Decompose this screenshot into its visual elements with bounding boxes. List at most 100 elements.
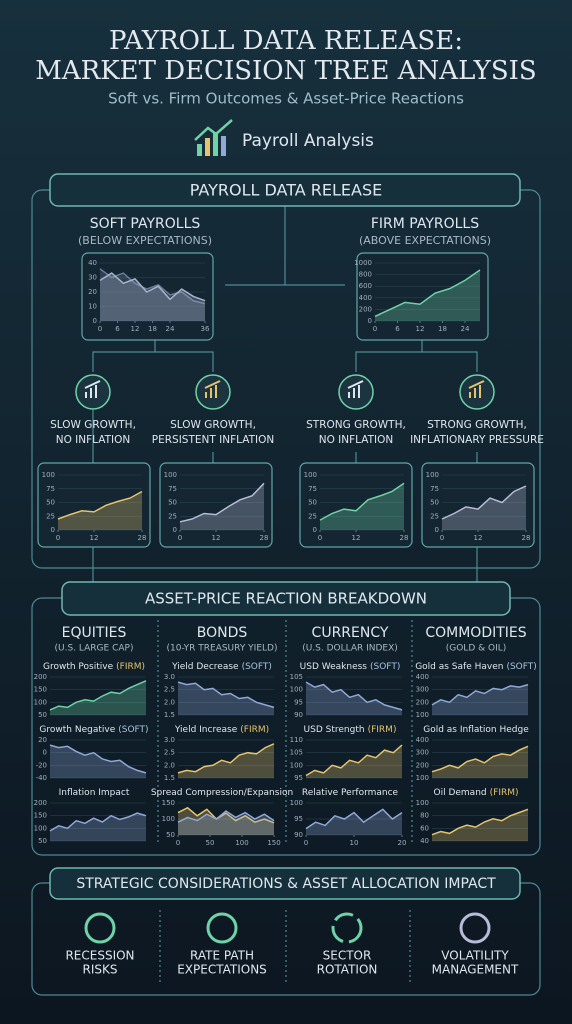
x-tick-label: 6: [115, 325, 120, 333]
y-tick-label: 200: [416, 698, 429, 706]
x-tick-label: 0: [304, 839, 308, 847]
panel-tag: (FIRM): [490, 788, 519, 798]
column-subtitle: (U.S. DOLLAR INDEX): [302, 644, 398, 654]
x-tick-label: 50: [206, 839, 215, 847]
column-subtitle: (GOLD & OIL): [446, 644, 507, 654]
x-tick-label: 18: [438, 325, 447, 333]
y-tick-label: 90: [294, 711, 303, 719]
x-tick-label: 12: [474, 534, 483, 542]
line: [57, 490, 143, 520]
y-tick-label: 0: [435, 526, 439, 534]
y-tick-label: 50: [308, 499, 317, 507]
y-tick-label: 2.0: [164, 698, 175, 706]
x-tick-label: 0: [98, 325, 102, 333]
y-tick-label: 25: [430, 512, 439, 520]
line: [319, 482, 405, 521]
area: [178, 811, 274, 835]
strategy-label: RISKS: [83, 963, 118, 977]
y-tick-label: 75: [430, 485, 439, 493]
y-tick-label: 200: [359, 305, 372, 313]
line: [49, 680, 147, 711]
x-tick-label: 0: [176, 839, 180, 847]
y-tick-label: 1000: [354, 259, 372, 267]
x-tick-label: 150: [267, 839, 280, 847]
panel-frame: [159, 462, 273, 548]
scenario-icon: [75, 374, 111, 410]
panel-frame: [81, 252, 214, 341]
title: MARKET DECISION TREE ANALYSIS: [35, 56, 537, 86]
y-tick-label: 200: [34, 673, 47, 681]
line: [305, 744, 403, 777]
panel-tag: (SOFT): [506, 662, 536, 672]
panel-label-text: Gold as Inflation Hedge: [423, 725, 529, 735]
badge-icon: [194, 119, 233, 156]
y-tick-label: 0: [51, 526, 55, 534]
x-tick-label: 0: [178, 534, 182, 542]
y-tick-label: 2.5: [164, 749, 175, 757]
y-tick-label: 25: [308, 512, 317, 520]
badge-label: Payroll Analysis: [242, 131, 374, 151]
panel-frame: [299, 462, 413, 548]
y-tick-label: 95: [294, 815, 303, 823]
y-tick-label: 25: [168, 512, 177, 520]
y-tick-label: 150: [34, 686, 47, 694]
y-tick-label: 100: [42, 471, 55, 479]
strategy-label: SECTOR: [323, 949, 372, 963]
y-tick-label: 2.5: [164, 686, 175, 694]
strategy-icon: [459, 912, 491, 944]
line: [177, 806, 275, 824]
area: [100, 273, 205, 321]
x-tick-label: 10: [350, 839, 359, 847]
branch-title: SOFT PAYROLLS: [90, 216, 201, 232]
line: [374, 269, 481, 318]
x-tick-label: 0: [56, 534, 60, 542]
y-tick-label: 1.5: [164, 774, 175, 782]
strategy-icon: [206, 912, 238, 944]
branch-subtitle: (BELOW EXPECTATIONS): [78, 234, 212, 247]
panel-label: Growth Negative (SOFT): [39, 725, 148, 735]
line: [49, 744, 147, 774]
panel-label: Inflation Impact: [59, 788, 130, 798]
line: [49, 812, 147, 832]
strategy-label: VOLATILITY: [441, 949, 509, 963]
panel-label-text: Yield Decrease: [171, 662, 239, 672]
y-tick-label: 50: [430, 499, 439, 507]
line: [305, 681, 403, 711]
y-tick-label: 105: [290, 673, 303, 681]
area: [178, 807, 274, 835]
panel-label-text: Spread Compression/Expansion: [151, 788, 293, 798]
y-tick-label: 100: [416, 711, 429, 719]
y-tick-label: 100: [34, 824, 47, 832]
line: [179, 482, 265, 523]
panel-tag: (FIRM): [368, 725, 397, 735]
icon-glyph: [468, 380, 485, 398]
strategy-icon: [84, 912, 116, 944]
y-tick-label: 50: [38, 837, 47, 845]
panel-label: Spread Compression/Expansion: [151, 788, 293, 798]
x-tick-label: 24: [166, 325, 175, 333]
x-tick-label: 28: [260, 534, 269, 542]
y-tick-label: 0: [93, 317, 97, 325]
y-tick-label: 100: [162, 815, 175, 823]
x-tick-label: 12: [416, 325, 425, 333]
y-tick-label: 75: [168, 485, 177, 493]
x-tick-label: 12: [352, 534, 361, 542]
panel-label: Gold as Inflation Hedge: [423, 725, 529, 735]
panel-label-text: Growth Negative: [39, 725, 115, 735]
panel-tag: (SOFT): [370, 662, 400, 672]
y-tick-label: 10: [88, 303, 97, 311]
line: [431, 808, 529, 836]
area: [50, 813, 146, 841]
subtitle: Soft vs. Firm Outcomes & Asset-Price Rea…: [108, 90, 464, 108]
panel-label: Yield Increase (FIRM): [174, 725, 269, 735]
title: PAYROLL DATA RELEASE:: [109, 26, 463, 56]
area: [306, 809, 402, 835]
icon-glyph: [84, 380, 101, 398]
y-tick-label: 95: [294, 774, 303, 782]
line: [431, 745, 529, 773]
area: [432, 684, 528, 715]
panel-frame: [37, 462, 151, 548]
scenario-label: NO INFLATION: [319, 434, 394, 446]
area: [375, 270, 480, 321]
y-tick-label: -40: [36, 774, 47, 782]
